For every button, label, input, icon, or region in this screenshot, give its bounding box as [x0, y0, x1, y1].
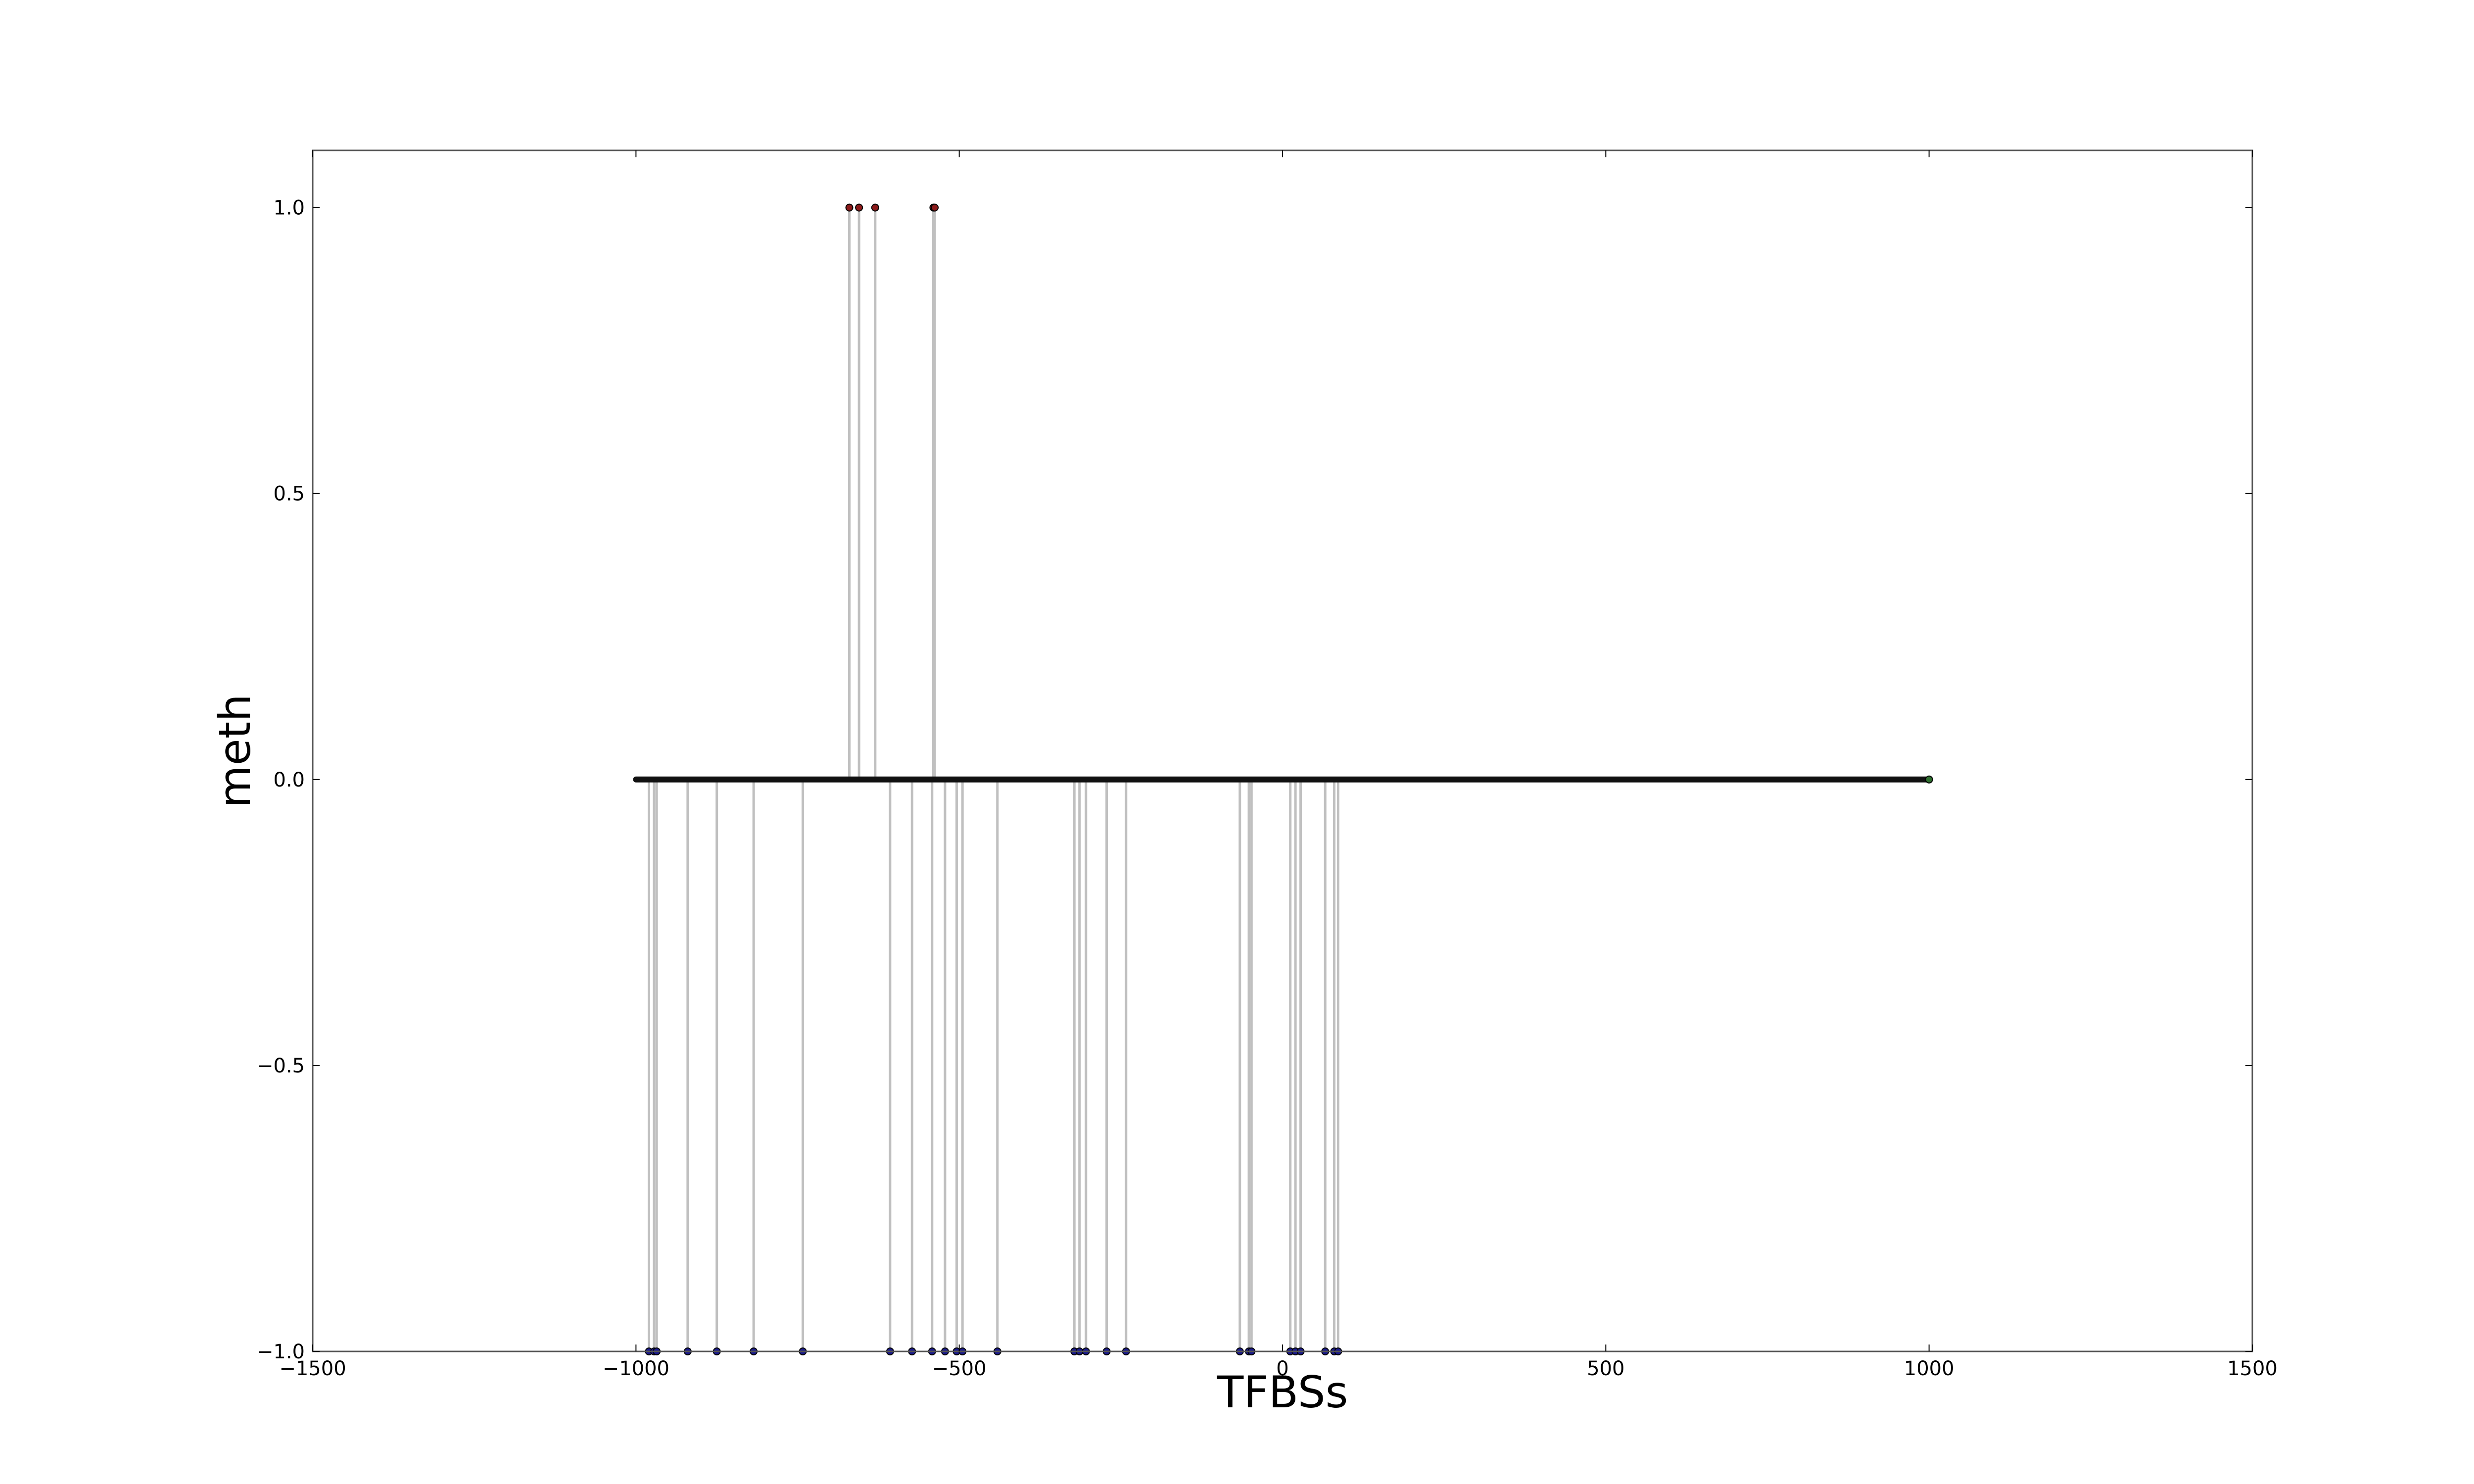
y-tick-label: 0.0 [273, 769, 305, 791]
data-point [845, 203, 854, 212]
x-axis-ticks: −1500 −1000 −500 0 500 1000 1500 [279, 150, 2278, 1380]
y-tick-label: −1.0 [257, 1341, 305, 1363]
x-axis-title: TFBSs [1217, 1367, 1348, 1418]
y-axis-title: meth [209, 694, 260, 808]
data-point [855, 203, 863, 212]
data-point [871, 203, 879, 212]
x-tick-label: 1500 [2227, 1357, 2278, 1380]
x-tick-label: −1000 [603, 1357, 669, 1380]
x-tick-label: −1500 [279, 1357, 346, 1380]
x-tick-label: 0 [1276, 1357, 1288, 1380]
zero-series [633, 775, 1933, 784]
y-tick-label: −0.5 [257, 1055, 305, 1077]
x-tick-label: 500 [1587, 1357, 1624, 1380]
x-tick-label: 1000 [1904, 1357, 1954, 1380]
y-tick-label: 0.5 [273, 483, 305, 506]
stem-lines [647, 207, 1339, 1351]
x-tick-label: −500 [932, 1357, 987, 1380]
y-tick-label: 1.0 [273, 197, 305, 220]
data-point [931, 203, 939, 212]
y-axis-ticks: −1.0 −0.5 0.0 0.5 1.0 [257, 197, 2252, 1363]
zero-series-end-point [1925, 775, 1933, 784]
